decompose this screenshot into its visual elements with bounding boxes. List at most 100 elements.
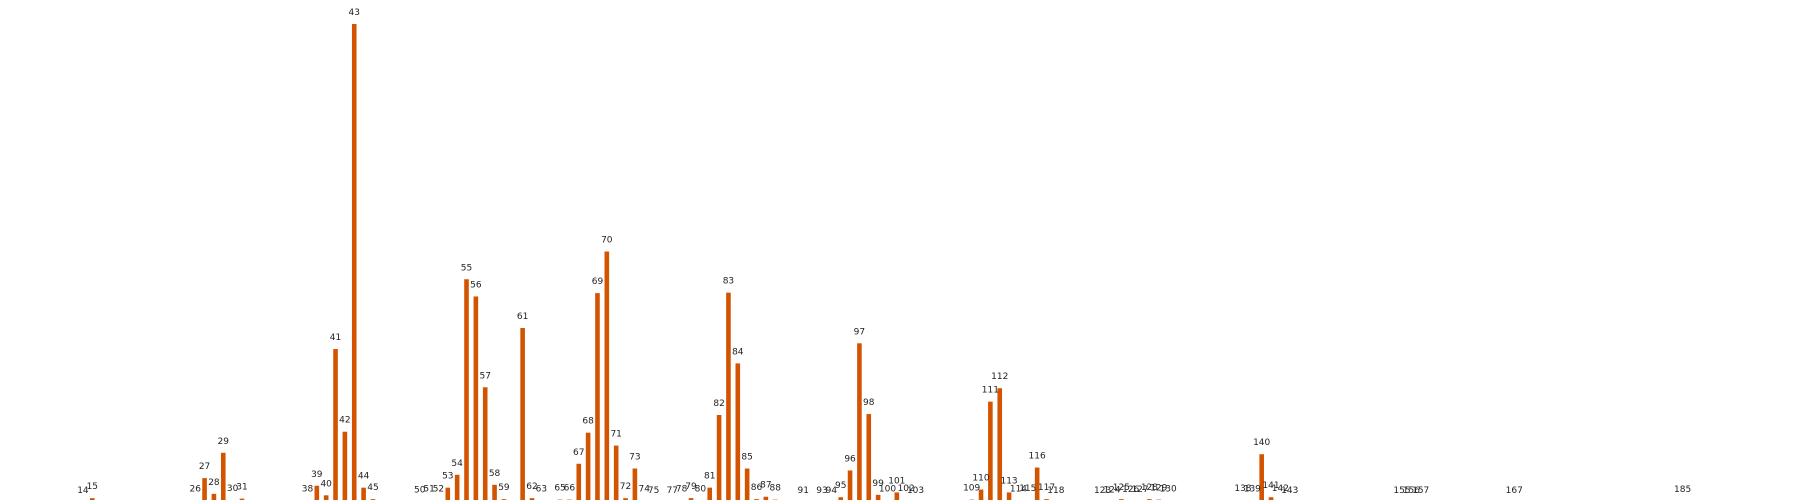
bar-label-65: 65	[554, 484, 565, 494]
bar-41	[333, 349, 338, 500]
bar-111	[988, 401, 993, 500]
bar-44	[361, 487, 366, 500]
bar-39	[314, 485, 320, 500]
bar-label-75: 75	[648, 486, 659, 496]
bar-73	[632, 468, 638, 500]
bar-67	[576, 463, 582, 500]
bar-label-53: 53	[442, 472, 453, 482]
bar-label-138: 138	[1234, 484, 1251, 494]
bar-label-52: 52	[433, 485, 444, 495]
bar-label-114: 114	[1010, 485, 1027, 495]
bar-label-74: 74	[639, 485, 651, 495]
bar-55	[464, 279, 469, 500]
bar-label-113: 113	[1000, 476, 1017, 486]
bar-label-139: 139	[1244, 485, 1261, 495]
bar-label-98: 98	[863, 398, 875, 408]
bar-101	[894, 492, 900, 500]
bar-label-58: 58	[489, 469, 501, 479]
bar-112	[997, 388, 1003, 500]
bar-label-141: 141	[1262, 481, 1279, 491]
bar-label-73: 73	[629, 453, 640, 463]
bar-label-43: 43	[349, 8, 360, 18]
bar-label-110: 110	[972, 474, 989, 484]
bar-label-85: 85	[741, 453, 752, 463]
bar-label-56: 56	[470, 280, 482, 290]
bar-54	[454, 474, 460, 500]
bar-label-115: 115	[1019, 484, 1036, 494]
bar-label-129: 129	[1150, 484, 1167, 494]
bar-label-86: 86	[751, 483, 763, 493]
bar-95	[838, 497, 843, 500]
bar-label-140: 140	[1253, 438, 1270, 448]
bar-label-156: 156	[1403, 486, 1420, 496]
bar-label-57: 57	[479, 371, 490, 381]
bar-98	[866, 414, 872, 500]
bar-label-155: 155	[1393, 486, 1410, 496]
bar-label-70: 70	[601, 236, 613, 246]
bar-label-26: 26	[189, 485, 201, 495]
bar-label-96: 96	[844, 454, 856, 464]
bar-label-142: 142	[1272, 484, 1289, 494]
bar-label-29: 29	[218, 437, 230, 447]
bar-82	[716, 415, 722, 500]
bar-96	[847, 470, 853, 500]
bar-label-39: 39	[311, 470, 323, 480]
bar-label-71: 71	[610, 430, 621, 440]
bar-31	[239, 498, 245, 500]
bar-57	[482, 387, 488, 500]
bar-53	[445, 487, 451, 500]
bar-42	[342, 431, 348, 500]
bar-58	[492, 484, 497, 500]
bar-label-62: 62	[526, 482, 537, 492]
bar-label-77: 77	[667, 486, 678, 496]
bar-label-94: 94	[826, 486, 838, 496]
bar-label-87: 87	[760, 481, 771, 491]
bar-label-30: 30	[227, 484, 239, 494]
bar-label-117: 117	[1038, 483, 1055, 493]
bar-28	[211, 493, 217, 500]
bar-label-93: 93	[816, 486, 827, 496]
bar-label-99: 99	[872, 479, 884, 489]
bar-84	[735, 363, 741, 500]
bar-label-112: 112	[991, 372, 1008, 382]
bar-label-72: 72	[620, 482, 631, 492]
bar-79	[688, 498, 694, 500]
bar-label-51: 51	[423, 485, 434, 495]
bar-label-97: 97	[854, 327, 865, 337]
bar-label-61: 61	[517, 312, 528, 322]
bar-label-80: 80	[695, 485, 707, 495]
bar-label-127: 127	[1131, 485, 1148, 495]
bar-85	[744, 468, 750, 500]
bar-label-82: 82	[713, 399, 724, 409]
bar-label-42: 42	[339, 416, 350, 426]
bar-label-45: 45	[367, 483, 378, 493]
bar-label-55: 55	[461, 263, 472, 273]
bar-label-111: 111	[982, 386, 999, 396]
bar-15	[90, 498, 95, 500]
bar-label-15: 15	[87, 482, 98, 492]
bar-label-126: 126	[1122, 485, 1139, 495]
bar-69	[595, 293, 600, 500]
bar-label-84: 84	[732, 347, 744, 357]
bar-56	[473, 296, 479, 500]
bar-label-68: 68	[582, 417, 594, 427]
bar-label-54: 54	[451, 459, 463, 469]
bar-label-118: 118	[1047, 486, 1064, 496]
bar-label-79: 79	[685, 482, 697, 492]
bar-label-103: 103	[907, 486, 924, 496]
bar-label-69: 69	[592, 277, 604, 287]
bar-label-14: 14	[77, 486, 89, 496]
bar-label-157: 157	[1412, 486, 1429, 496]
bar-72	[623, 498, 628, 500]
bar-27	[202, 478, 207, 500]
bar-label-83: 83	[723, 277, 734, 287]
bar-label-124: 124	[1103, 486, 1120, 496]
bar-label-101: 101	[888, 476, 905, 486]
bar-label-67: 67	[573, 448, 584, 458]
bar-label-31: 31	[236, 483, 247, 493]
bar-label-88: 88	[769, 484, 781, 494]
bar-label-100: 100	[879, 485, 896, 495]
bar-label-125: 125	[1113, 483, 1130, 493]
bar-label-50: 50	[414, 486, 426, 496]
